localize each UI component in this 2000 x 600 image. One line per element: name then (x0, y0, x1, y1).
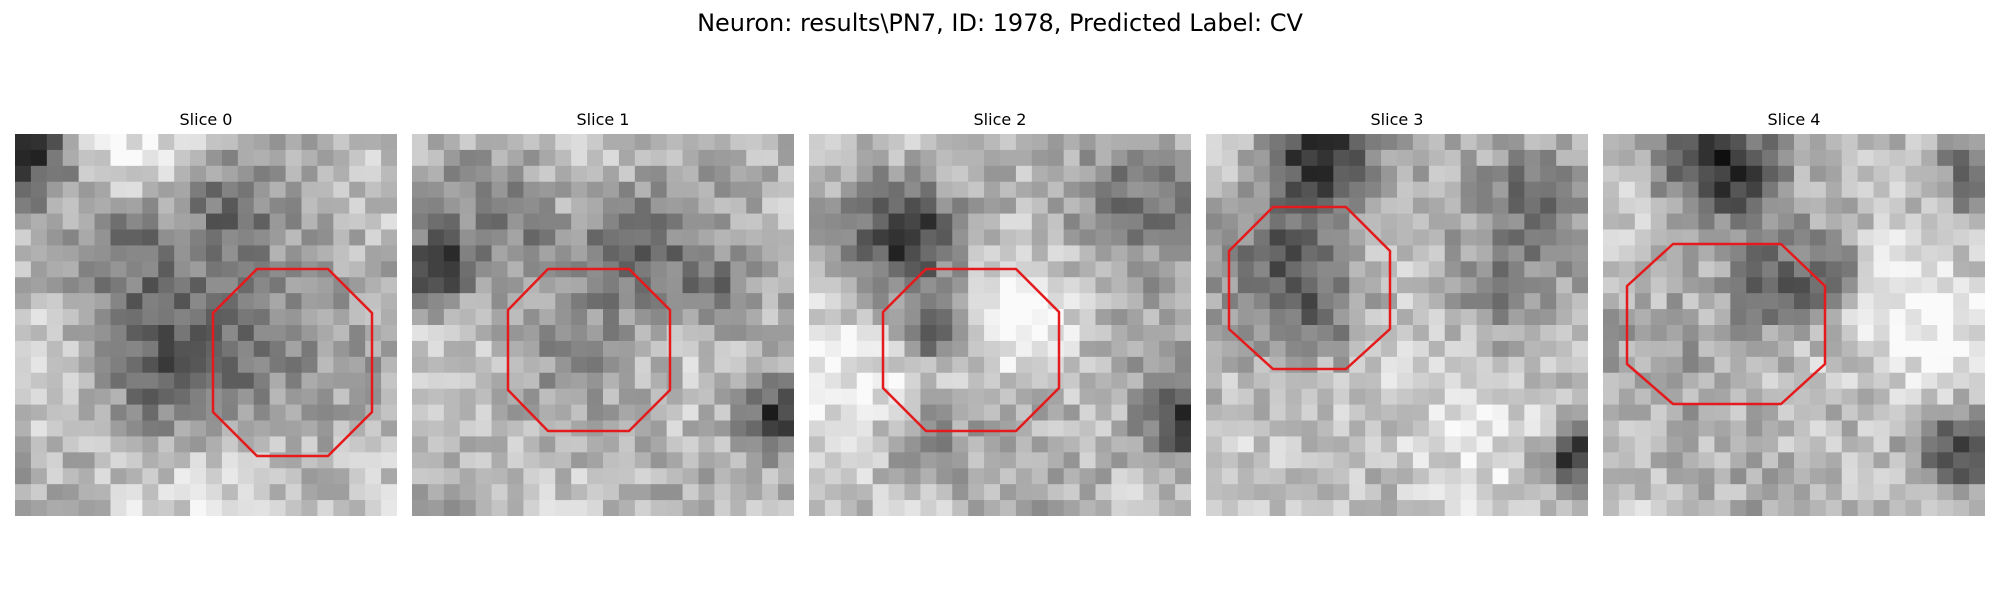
slice-panel-0: Slice 0 (15, 110, 397, 520)
slice-title: Slice 3 (1370, 110, 1424, 129)
slice-image (1603, 134, 1985, 516)
slice-title: Slice 1 (576, 110, 630, 129)
slice-title: Slice 0 (179, 110, 233, 129)
slice-panel-4: Slice 4 (1603, 110, 1985, 520)
slice-image (1206, 134, 1588, 516)
slice-panel-1: Slice 1 (412, 110, 794, 520)
roi-octagon-outline (1227, 205, 1392, 371)
roi-octagon-outline (1625, 242, 1827, 406)
slice-title: Slice 2 (973, 110, 1027, 129)
roi-octagon-outline (881, 267, 1061, 433)
roi-octagon-outline (506, 267, 672, 433)
slice-title: Slice 4 (1767, 110, 1821, 129)
slice-image (809, 134, 1191, 516)
roi-octagon-outline (211, 267, 374, 458)
slice-panel-3: Slice 3 (1206, 110, 1588, 520)
slice-image (412, 134, 794, 516)
slice-panel-2: Slice 2 (809, 110, 1191, 520)
figure-title: Neuron: results\PN7, ID: 1978, Predicted… (697, 9, 1303, 37)
slice-image (15, 134, 397, 516)
